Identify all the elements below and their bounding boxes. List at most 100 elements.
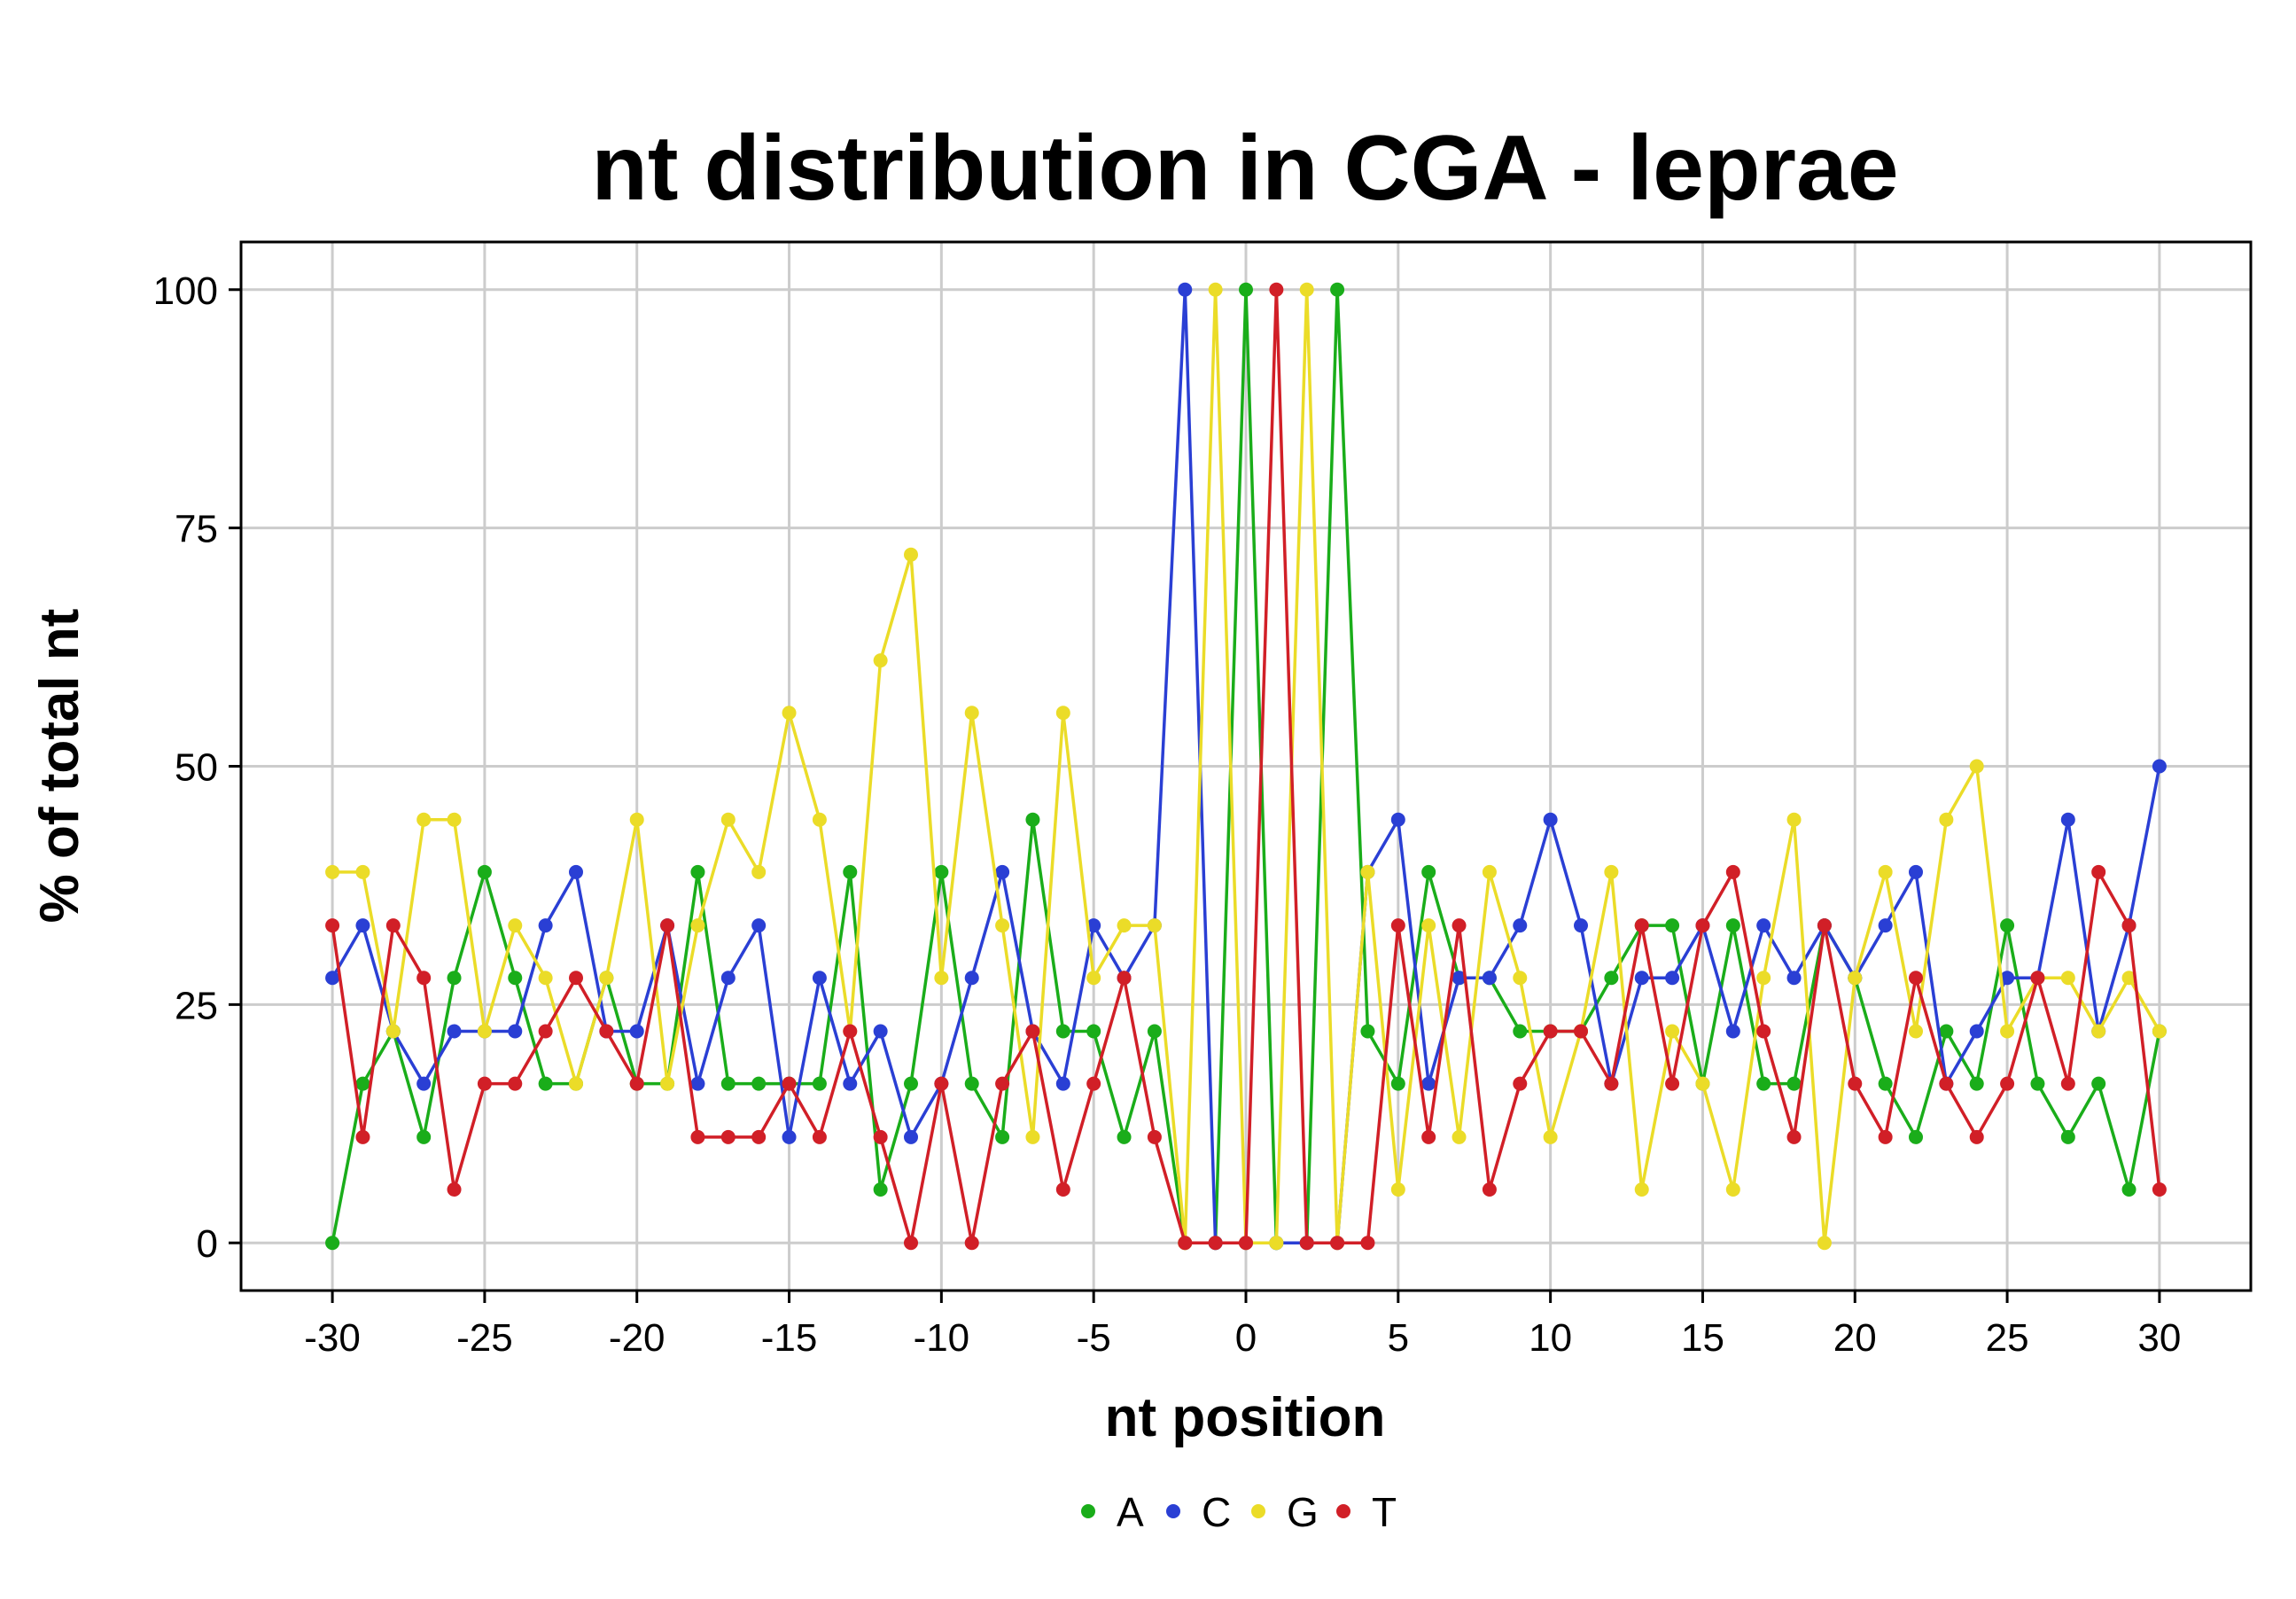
- x-tick-label: -15: [761, 1316, 818, 1360]
- data-point-C: [1390, 812, 1405, 827]
- data-point-A: [1117, 1129, 1132, 1144]
- data-point-A: [2000, 918, 2015, 933]
- data-point-C: [812, 971, 827, 986]
- data-point-A: [812, 1076, 827, 1091]
- y-tick-label: 0: [197, 1222, 218, 1266]
- data-point-A: [720, 1076, 735, 1091]
- data-point-T: [843, 1024, 858, 1039]
- data-point-G: [1269, 1236, 1284, 1251]
- data-point-T: [355, 1129, 370, 1144]
- data-point-T: [812, 1129, 827, 1144]
- data-point-T: [477, 1076, 492, 1091]
- data-point-T: [1604, 1076, 1619, 1091]
- data-point-G: [1634, 1182, 1649, 1197]
- data-point-T: [995, 1076, 1010, 1091]
- data-point-G: [1390, 1182, 1405, 1197]
- data-point-A: [416, 1129, 432, 1144]
- y-tick-label: 100: [153, 269, 218, 313]
- data-point-G: [1756, 971, 1771, 986]
- data-point-G: [355, 864, 370, 879]
- data-point-T: [385, 918, 401, 933]
- data-point-C: [569, 864, 583, 879]
- data-point-T: [416, 971, 432, 986]
- x-tick-label: 25: [1986, 1316, 2029, 1360]
- data-point-G: [2060, 971, 2075, 986]
- data-point-T: [1086, 1076, 1101, 1091]
- data-point-G: [934, 971, 949, 986]
- data-point-C: [1452, 971, 1467, 986]
- data-point-G: [447, 812, 462, 827]
- data-point-T: [1848, 1076, 1863, 1091]
- data-point-A: [1086, 1024, 1101, 1039]
- data-point-T: [720, 1129, 735, 1144]
- data-point-C: [416, 1076, 432, 1091]
- data-point-T: [1695, 918, 1710, 933]
- data-point-A: [1878, 1076, 1893, 1091]
- data-point-T: [1239, 1236, 1253, 1251]
- data-point-T: [1513, 1076, 1528, 1091]
- data-point-C: [1482, 971, 1497, 986]
- x-axis: -30 -25 -20 -15 -10 -5 0 5 10 15 20 25 30: [304, 1291, 2181, 1360]
- data-point-T: [629, 1076, 644, 1091]
- legend-marker-G: [1251, 1504, 1265, 1518]
- data-point-A: [751, 1076, 767, 1091]
- data-point-C: [782, 1129, 797, 1144]
- data-point-T: [2060, 1076, 2075, 1091]
- data-point-A: [538, 1076, 553, 1091]
- x-tick-label: 15: [1681, 1316, 1724, 1360]
- data-point-G: [1421, 918, 1436, 933]
- data-point-T: [1025, 1024, 1040, 1039]
- data-point-A: [2121, 1182, 2136, 1197]
- data-point-G: [1055, 706, 1070, 721]
- data-point-T: [690, 1129, 705, 1144]
- data-point-T: [964, 1236, 979, 1251]
- data-point-A: [1239, 282, 1253, 297]
- data-point-T: [569, 971, 583, 986]
- data-point-G: [2000, 1024, 2015, 1039]
- data-point-G: [508, 918, 523, 933]
- data-point-T: [1665, 1076, 1680, 1091]
- data-point-G: [1665, 1024, 1680, 1039]
- chart-title: nt distribution in CGA - leprae: [591, 117, 1898, 220]
- data-point-G: [1025, 1129, 1040, 1144]
- data-point-T: [1117, 971, 1132, 986]
- data-point-T: [1482, 1182, 1497, 1197]
- legend-marker-T: [1336, 1504, 1350, 1518]
- data-point-T: [1055, 1182, 1070, 1197]
- data-point-G: [1725, 1182, 1740, 1197]
- data-point-A: [904, 1076, 918, 1091]
- data-point-C: [1543, 812, 1558, 827]
- data-point-C: [964, 971, 979, 986]
- data-point-A: [1421, 864, 1436, 879]
- legend-marker-C: [1166, 1504, 1180, 1518]
- legend-label-A: A: [1117, 1489, 1144, 1535]
- data-point-T: [2091, 864, 2106, 879]
- data-point-G: [1817, 1236, 1832, 1251]
- data-point-T: [599, 1024, 614, 1039]
- data-point-C: [325, 971, 340, 986]
- data-point-T: [1574, 1024, 1588, 1039]
- data-point-C: [1513, 918, 1528, 933]
- data-point-C: [1969, 1024, 1984, 1039]
- data-point-G: [690, 918, 705, 933]
- data-point-G: [720, 812, 735, 827]
- data-point-T: [2000, 1076, 2015, 1091]
- data-point-A: [355, 1076, 370, 1091]
- data-point-C: [1878, 918, 1893, 933]
- series-T: [325, 282, 2167, 1251]
- series-layer: [325, 282, 2167, 1251]
- data-point-T: [934, 1076, 949, 1091]
- data-point-T: [1817, 918, 1832, 933]
- data-point-A: [995, 1129, 1010, 1144]
- x-axis-label: nt position: [1105, 1387, 1386, 1448]
- data-point-G: [2152, 1024, 2167, 1039]
- data-point-T: [1299, 1236, 1314, 1251]
- data-point-C: [1786, 971, 1802, 986]
- data-point-C: [629, 1024, 644, 1039]
- data-point-T: [1330, 1236, 1345, 1251]
- data-point-A: [690, 864, 705, 879]
- data-point-C: [1756, 918, 1771, 933]
- data-point-T: [904, 1236, 918, 1251]
- data-point-A: [1756, 1076, 1771, 1091]
